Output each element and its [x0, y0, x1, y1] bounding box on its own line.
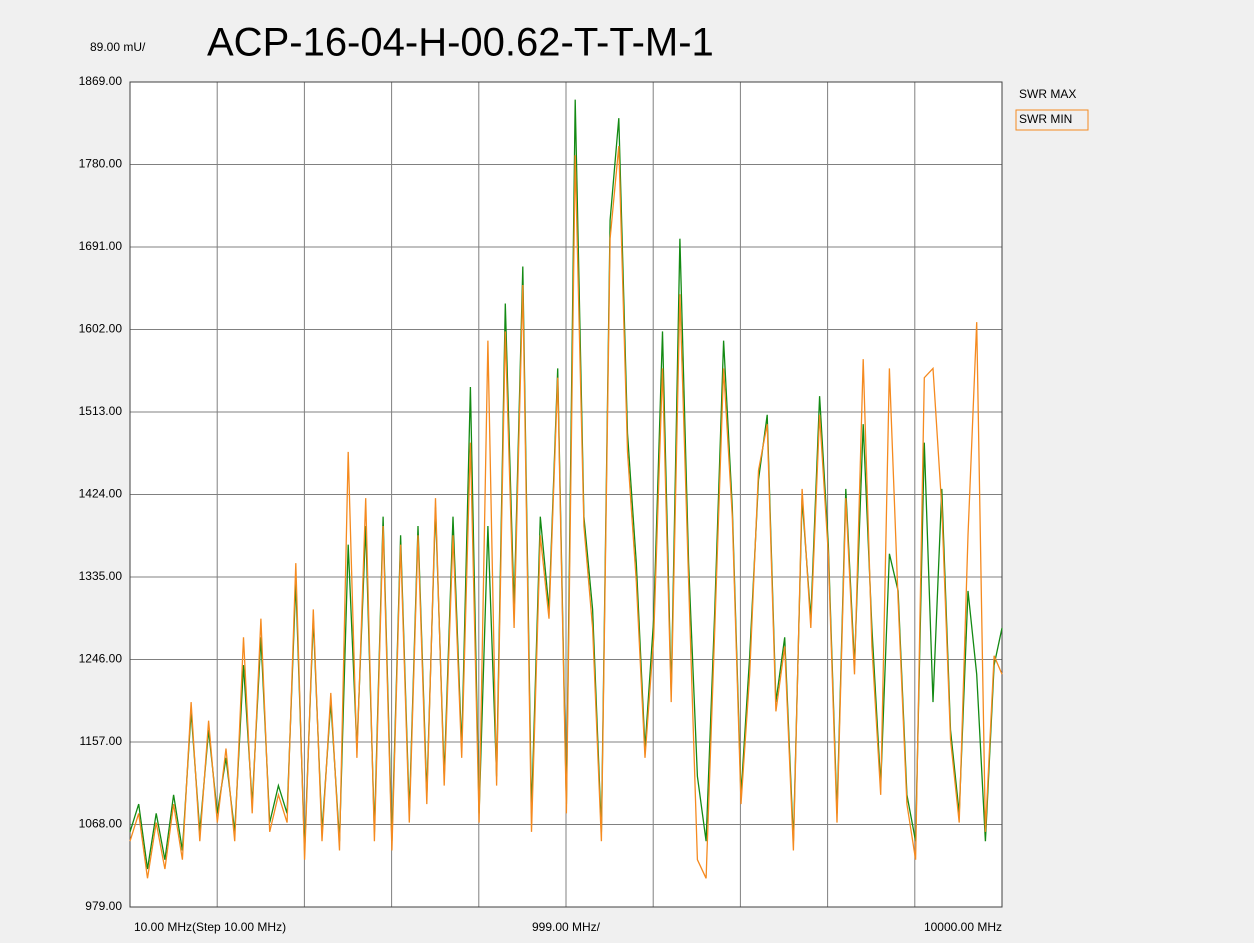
y-tick-label: 1157.00 [80, 734, 123, 748]
y-scale-label: 89.00 mU/ [90, 40, 146, 54]
y-tick-label: 1780.00 [79, 157, 123, 171]
legend-box [1015, 109, 1089, 131]
legend-entry: SWR MAX [1019, 87, 1076, 101]
y-tick-label: 1869.00 [79, 74, 123, 88]
y-tick-label: 1335.00 [79, 569, 123, 583]
y-tick-label: 979.00 [85, 899, 122, 913]
chart-title: ACP-16-04-H-00.62-T-T-M-1 [207, 21, 714, 65]
x-label-right: 10000.00 MHz [924, 920, 1002, 934]
legend-entry: SWR MIN [1019, 112, 1072, 126]
y-tick-label: 1691.00 [79, 239, 123, 253]
x-label-center: 999.00 MHz/ [532, 920, 601, 934]
y-tick-label: 1513.00 [79, 404, 123, 418]
y-tick-label: 1068.00 [79, 817, 123, 831]
y-tick-label: 1246.00 [79, 652, 123, 666]
y-tick-label: 1424.00 [79, 487, 123, 501]
y-tick-label: 1602.00 [79, 322, 123, 336]
plot-border [129, 81, 1003, 908]
x-label-left: 10.00 MHz(Step 10.00 MHz) [134, 920, 286, 934]
data-line [129, 145, 1003, 879]
